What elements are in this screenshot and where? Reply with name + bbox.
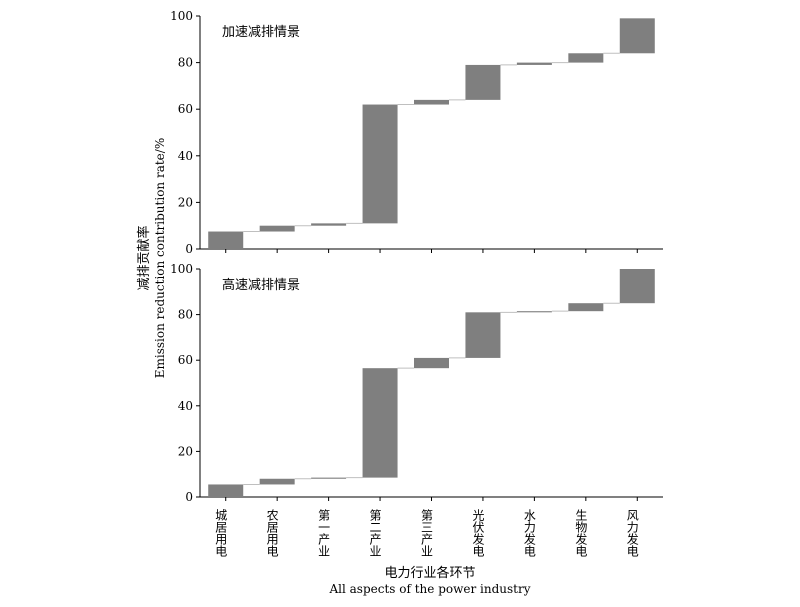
y-tick-label: 60: [178, 353, 193, 367]
x-category-label: 第一产业: [317, 509, 331, 557]
waterfall-bar-1: [208, 231, 244, 249]
waterfall-bar-5: [414, 99, 449, 105]
y-tick-label: 80: [178, 56, 193, 70]
waterfall-bar-5: [414, 357, 449, 369]
waterfall-bar-6: [465, 64, 501, 100]
y-axis-label-cn: 减排贡献率: [136, 225, 152, 290]
x-axis-label-en: All aspects of the power industry: [328, 582, 530, 596]
panel-title: 高速减排情景: [222, 277, 300, 293]
waterfall-bar-9: [619, 18, 655, 54]
waterfall-bar-9: [619, 269, 655, 304]
panel-1: 0 20 40 60 80 100 加速减排情景: [170, 9, 663, 256]
panel-2: 0 20 40 60 80 100 高速减排情景: [170, 262, 663, 504]
waterfall-bar-3: [311, 223, 347, 226]
waterfall-bar-3: [311, 477, 347, 479]
x-category-labels: 城居用电 农居用电 第一产业 第二产业 第三产业 光伏发电 水力发电 生物发电 风力发电: [214, 509, 640, 557]
x-category-label: 风力发电: [625, 509, 639, 557]
y-tick-label: 60: [178, 102, 193, 116]
waterfall-bar-2: [259, 225, 295, 232]
waterfall-bar-8: [568, 53, 604, 63]
y-tick-label: 0: [185, 242, 193, 256]
y-tick-label: 100: [170, 262, 193, 276]
y-tick-label: 40: [178, 149, 193, 163]
y-tick-label: 40: [178, 399, 193, 413]
waterfall-bar-4: [362, 368, 398, 478]
x-category-label: 第三产业: [420, 509, 434, 557]
x-category-label: 城居用电: [214, 509, 228, 557]
waterfall-bar-4: [362, 104, 398, 224]
x-category-label: 光伏发电: [471, 509, 485, 557]
waterfall-bar-7: [516, 62, 552, 65]
waterfall-bar-6: [465, 312, 501, 358]
waterfall-bar-8: [568, 303, 604, 312]
y-axis-label-en: Emission reduction contribution rate/%: [153, 138, 167, 378]
x-category-label: 农居用电: [265, 509, 279, 557]
waterfall-bar-1: [208, 484, 244, 497]
y-tick-label: 0: [185, 490, 193, 504]
x-category-label: 第二产业: [368, 509, 382, 557]
y-tick-label: 20: [178, 444, 193, 458]
x-category-label: 水力发电: [522, 509, 536, 557]
waterfall-bar-7: [516, 311, 552, 313]
y-tick-label: 100: [170, 9, 193, 23]
y-tick-label: 80: [178, 308, 193, 322]
panels: 0 20 40 60 80 100 加速减排情景 0 20 40 60 80 100 高速减排情景: [170, 9, 663, 504]
y-tick-label: 20: [178, 195, 193, 209]
panel-title: 加速减排情景: [222, 25, 300, 40]
x-category-label: 生物发电: [574, 509, 588, 557]
x-axis-label-cn: 电力行业各环节: [384, 565, 475, 581]
waterfall-bar-2: [259, 478, 295, 485]
